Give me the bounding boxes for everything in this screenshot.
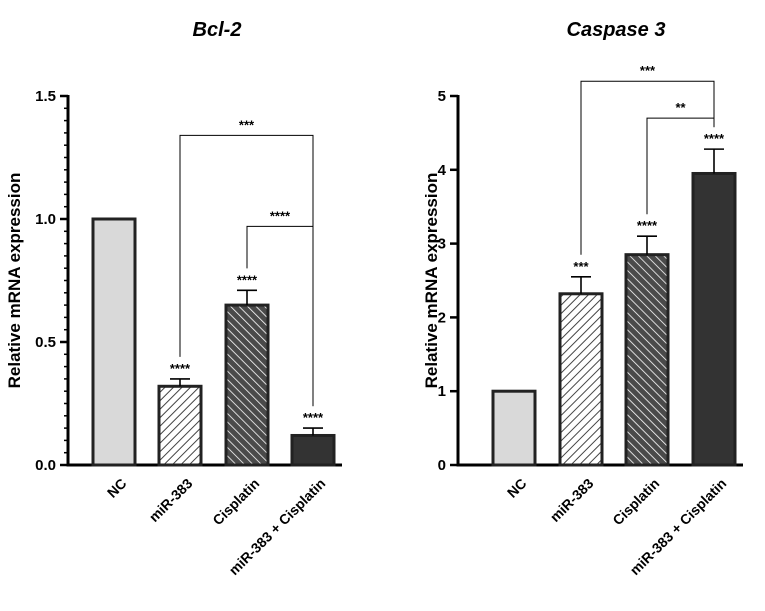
caspase3-panel: Caspase 3 Relative mRNA expression 0 1 2 3 4 5 N… (422, 19, 743, 578)
y-tick-label: 4 (438, 162, 447, 179)
significance-label: **** (704, 131, 725, 146)
bar (157, 384, 203, 467)
bcl2-panel: Bcl-2 Relative mRNA expression 0.0 0.5 1.0 1.… (5, 19, 342, 578)
bar (558, 292, 604, 467)
bar (290, 433, 336, 467)
significance-label: **** (303, 410, 324, 425)
bracket-label: ** (675, 100, 686, 115)
y-tick-label: 1.5 (35, 88, 56, 105)
y-tick-label: 3 (438, 236, 446, 253)
x-tick-label: Cisplatin (209, 475, 262, 528)
chart-title: Bcl-2 (193, 19, 242, 41)
bar (224, 303, 270, 467)
bar (624, 253, 670, 467)
y-tick-label: 2 (438, 309, 446, 326)
significance-bracket (246, 225, 314, 407)
x-tick-label: miR-383 (547, 475, 597, 525)
y-tick-label: 0 (438, 457, 446, 474)
bar (691, 171, 737, 467)
bracket-label: *** (640, 63, 656, 78)
chart-title: Caspase 3 (567, 19, 666, 41)
bracket-label: *** (239, 117, 255, 132)
significance-label: **** (237, 272, 258, 287)
significance-label: *** (573, 259, 589, 274)
x-tick-label: miR-383 (146, 475, 196, 525)
y-axis-label: Relative mRNA expression (422, 173, 441, 389)
x-tick-label: NC (504, 475, 530, 501)
y-tick-label: 5 (438, 88, 446, 105)
y-tick-label: 1.0 (35, 211, 56, 228)
bar (491, 389, 537, 467)
y-tick-label: 1 (438, 383, 446, 400)
significance-label: **** (637, 218, 658, 233)
x-tick-label: NC (104, 475, 130, 501)
x-tick-label: Cisplatin (609, 475, 662, 528)
y-tick-label: 0.0 (35, 457, 56, 474)
y-axis-label: Relative mRNA expression (5, 173, 24, 389)
significance-label: **** (170, 361, 191, 376)
bracket-label: **** (270, 208, 291, 223)
significance-bracket (580, 80, 715, 255)
bar (91, 217, 137, 467)
significance-bracket (646, 117, 715, 215)
y-tick-label: 0.5 (35, 334, 56, 351)
